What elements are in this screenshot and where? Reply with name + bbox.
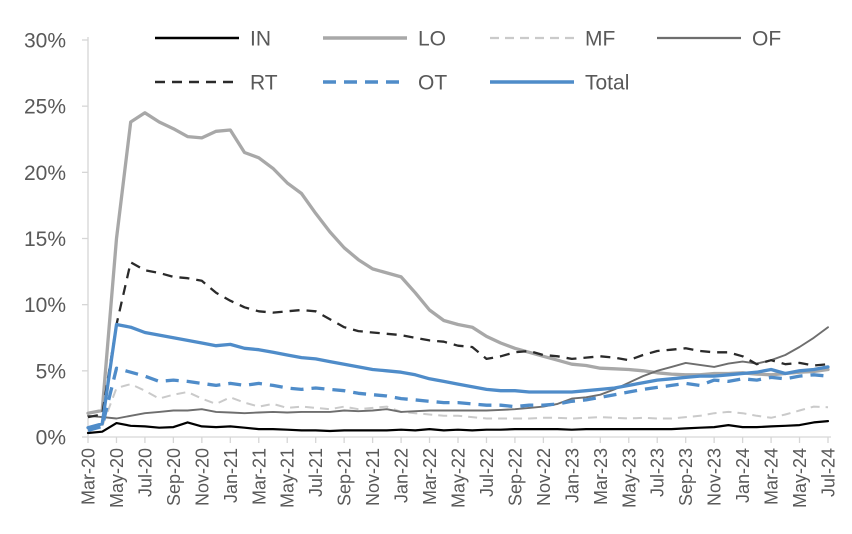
x-tick-label: Jan-23 — [562, 448, 582, 503]
legend-label-Total: Total — [585, 72, 629, 95]
y-tick-label: 30% — [24, 30, 66, 53]
legend-label-IN: IN — [250, 28, 271, 51]
x-tick-label: Jul-23 — [648, 448, 668, 497]
x-tick-label: Mar-24 — [762, 448, 782, 505]
legend-label-MF: MF — [585, 28, 615, 51]
x-tick-label: Sep-23 — [676, 448, 696, 506]
y-tick-label: 0% — [36, 427, 66, 450]
y-tick-label: 10% — [24, 294, 66, 317]
legend-item-LO: LO — [323, 28, 446, 51]
x-tick-label: Nov-20 — [192, 448, 212, 506]
x-tick-label: Jul-20 — [135, 448, 155, 497]
x-tick-label: Mar-23 — [591, 448, 611, 505]
x-tick-label: Sep-22 — [505, 448, 525, 506]
legend-item-Total: Total — [490, 72, 629, 95]
x-tick-label: Mar-21 — [249, 448, 269, 505]
x-tick-label: Nov-21 — [363, 448, 383, 506]
x-tick-label: Jul-21 — [306, 448, 326, 497]
y-tick-label: 15% — [24, 228, 66, 251]
series-line-Total — [86, 322, 830, 430]
x-tick-label: Jul-22 — [477, 448, 497, 497]
y-axis: 0% 5% 10% 15% 20% 25% 30% — [24, 30, 88, 450]
x-tick-label: May-23 — [619, 448, 639, 508]
series-line-MF — [87, 383, 829, 431]
x-tick-label: Mar-20 — [79, 448, 99, 505]
x-tick-label: Jan-22 — [392, 448, 412, 503]
legend: IN LO MF OF RT OT Total — [155, 28, 781, 95]
series-line-OT — [87, 366, 829, 432]
x-tick-label: Jul-24 — [819, 448, 839, 497]
legend-item-OT: OT — [323, 72, 447, 95]
legend-item-MF: MF — [490, 28, 615, 51]
x-tick-label: Nov-22 — [534, 448, 554, 506]
x-tick-label: Nov-23 — [705, 448, 725, 506]
series-line-RT — [87, 261, 829, 419]
x-tick-label: May-22 — [449, 448, 469, 508]
x-tick-label: Sep-21 — [335, 448, 355, 506]
series-line-OF — [87, 326, 829, 420]
series-line-IN — [86, 420, 830, 435]
legend-item-OF: OF — [657, 28, 781, 51]
x-tick-label: Jan-21 — [221, 448, 241, 503]
series-lines — [86, 111, 830, 435]
x-tick-label: Mar-22 — [420, 448, 440, 505]
x-tick-label: May-24 — [790, 448, 810, 508]
legend-item-IN: IN — [155, 28, 271, 51]
x-tick-label: May-21 — [278, 448, 298, 508]
x-tick-label: Sep-20 — [164, 448, 184, 506]
series-line-LO — [86, 111, 830, 415]
y-tick-label: 5% — [36, 360, 66, 383]
legend-label-OF: OF — [752, 28, 781, 51]
x-axis: Mar-20 May-20 Jul-20 Sep-20 Nov-20 Jan-21 Mar-… — [79, 437, 839, 508]
legend-label-LO: LO — [418, 28, 446, 51]
legend-label-OT: OT — [418, 72, 447, 95]
legend-item-RT: RT — [155, 72, 278, 95]
y-tick-label: 25% — [24, 96, 66, 119]
x-tick-label: Jan-24 — [733, 448, 753, 503]
legend-label-RT: RT — [250, 72, 278, 95]
y-tick-label: 20% — [24, 162, 66, 185]
x-tick-label: May-20 — [107, 448, 127, 508]
